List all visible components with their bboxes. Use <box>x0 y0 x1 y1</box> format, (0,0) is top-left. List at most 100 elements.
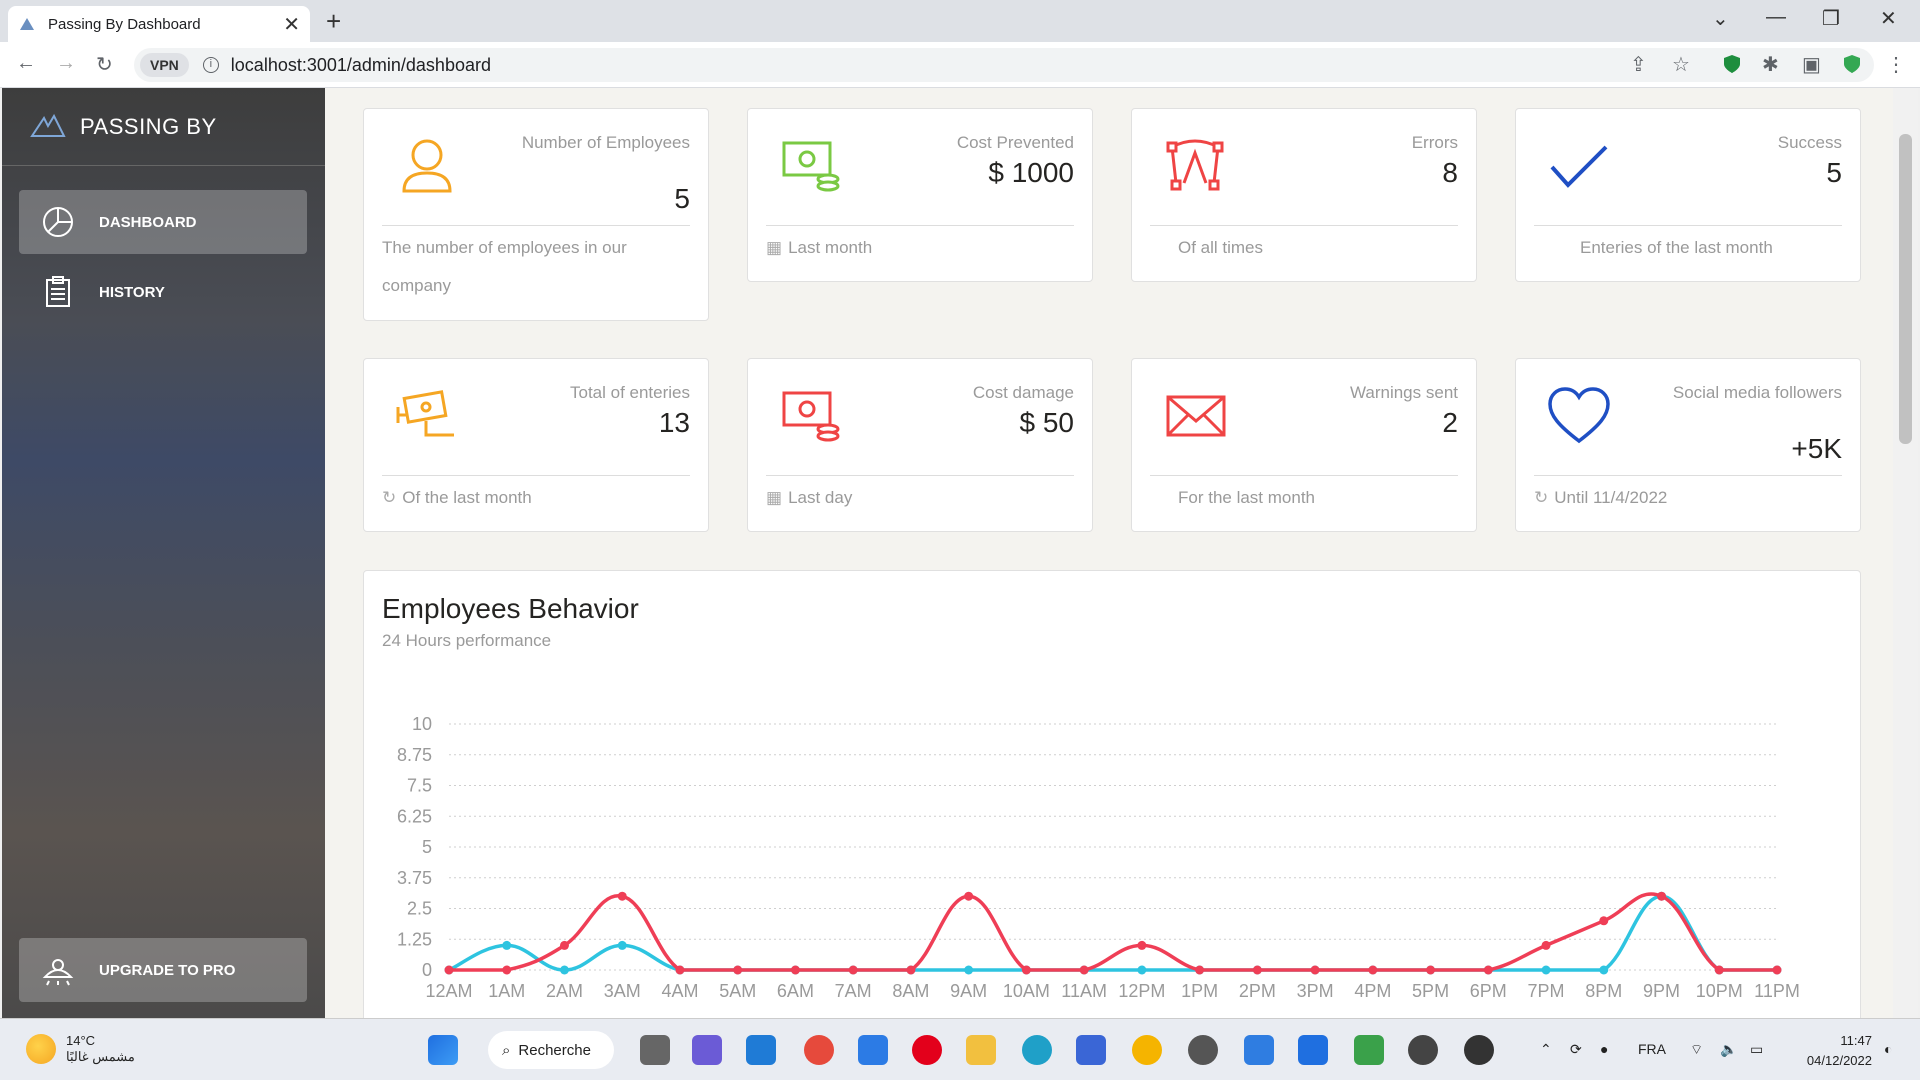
battery-icon[interactable]: ▭ <box>1750 1041 1764 1057</box>
stat-value: $ 1000 <box>988 157 1074 188</box>
chrome-canary-icon[interactable] <box>1132 1035 1162 1065</box>
data-point <box>964 965 974 975</box>
sidebar: PASSING BY DASHBOARD HISTORY UPGRADE TO … <box>2 88 325 1018</box>
x-tick-label: 2PM <box>1239 981 1276 1001</box>
media-player-icon[interactable] <box>1464 1035 1494 1065</box>
new-tab-icon[interactable]: + <box>326 6 342 36</box>
vscode-icon[interactable] <box>746 1035 776 1065</box>
remote-desktop-icon[interactable] <box>1298 1035 1328 1065</box>
brand-name: PASSING BY <box>80 113 217 139</box>
stat-label: Number of Employees <box>521 133 690 152</box>
data-point <box>1252 965 1262 975</box>
close-window-icon[interactable]: ✕ <box>1880 8 1897 30</box>
stat-value: 2 <box>1442 407 1458 438</box>
data-point <box>1483 965 1493 975</box>
spaceship-icon <box>42 959 74 986</box>
series-line-0 <box>448 894 1777 972</box>
x-tick-label: 8AM <box>892 981 929 1001</box>
y-tick-label: 3.75 <box>397 868 432 888</box>
sidepanel-icon[interactable]: ▣ <box>1802 54 1821 76</box>
data-point <box>1541 965 1551 975</box>
stat-value: 13 <box>658 407 690 438</box>
scrollbar-thumb[interactable] <box>1899 134 1912 444</box>
obs-icon[interactable] <box>1408 1035 1438 1065</box>
data-point <box>790 965 800 975</box>
chevron-up-icon[interactable]: ⌃ <box>1540 1041 1552 1057</box>
data-point <box>1772 965 1782 975</box>
chrome-icon[interactable] <box>804 1035 834 1065</box>
windows-start-icon[interactable] <box>428 1035 458 1065</box>
stat-card-social: Social media followers +5K ↻ Until 11/4/2… <box>1515 358 1861 532</box>
share-icon[interactable]: ⇪ <box>1630 54 1647 76</box>
x-tick-label: 4AM <box>661 981 698 1001</box>
pie-chart-icon <box>43 207 73 237</box>
close-tab-icon[interactable]: ✕ <box>283 13 300 36</box>
weather-icon <box>26 1034 56 1064</box>
x-tick-label: 4PM <box>1354 981 1391 1001</box>
star-icon[interactable]: ☆ <box>1672 54 1690 76</box>
stat-card-warnings: Warnings sent 2 For the last month <box>1131 358 1477 532</box>
mail-icon[interactable] <box>858 1035 888 1065</box>
restore-icon[interactable]: ❐ <box>1822 8 1840 30</box>
stat-footer: Of all times <box>1178 238 1264 257</box>
x-tick-label: 5AM <box>719 981 756 1001</box>
info-icon[interactable]: i <box>202 57 219 73</box>
forward-icon[interactable]: → <box>56 52 76 74</box>
stat-label: Errors <box>1411 133 1458 152</box>
volume-icon[interactable]: 🔈 <box>1720 1041 1738 1057</box>
wifi-icon[interactable]: ⌔ <box>1690 1041 1704 1057</box>
taskbar-search[interactable]: ⌕ Recherche <box>488 1031 614 1069</box>
divider <box>1534 225 1842 226</box>
reload-icon[interactable]: ↻ <box>96 54 113 76</box>
x-tick-label: 8PM <box>1585 981 1622 1001</box>
movies-icon[interactable] <box>1244 1035 1274 1065</box>
sidebar-item-history[interactable]: HISTORY <box>19 260 307 324</box>
teams-icon[interactable] <box>692 1035 722 1065</box>
edge-icon[interactable] <box>1022 1035 1052 1065</box>
check-shield-icon[interactable] <box>1842 54 1862 74</box>
minimize-icon[interactable]: — <box>1766 6 1786 28</box>
address-bar[interactable]: VPN i localhost:3001/admin/dashboard <box>134 48 1874 82</box>
divider <box>766 225 1074 226</box>
store-icon[interactable] <box>1076 1035 1106 1065</box>
puzzle-icon[interactable]: ✱ <box>1762 54 1779 76</box>
chart-card: Employees Behavior 24 Hours performance … <box>363 570 1861 1018</box>
menu-icon[interactable]: ⋮ <box>1886 54 1906 76</box>
x-tick-label: 2AM <box>546 981 583 1001</box>
screen-capture-icon[interactable] <box>1354 1035 1384 1065</box>
shield-extension-icon[interactable] <box>1722 54 1742 74</box>
opera-icon[interactable] <box>912 1035 942 1065</box>
language-indicator[interactable]: FRA <box>1638 1041 1666 1057</box>
chevron-down-icon[interactable]: ⌄ <box>1712 8 1729 30</box>
x-tick-label: 7PM <box>1528 981 1565 1001</box>
sidebar-item-dashboard[interactable]: DASHBOARD <box>19 190 307 254</box>
y-tick-label: 10 <box>412 714 432 734</box>
search-label: Recherche <box>518 1041 591 1059</box>
upgrade-button[interactable]: UPGRADE TO PRO <box>19 938 307 1002</box>
chart-title: Employees Behavior <box>382 593 639 624</box>
tray-app-icon[interactable]: ● <box>1600 1041 1609 1057</box>
date: 04/12/2022 <box>1806 1053 1872 1068</box>
stat-card-cost-prevented: Cost Prevented $ 1000 ▦ Last month <box>747 108 1093 282</box>
data-point <box>502 965 512 975</box>
task-view-icon[interactable] <box>640 1035 670 1065</box>
data-point <box>1368 965 1378 975</box>
back-icon[interactable]: ← <box>16 52 36 74</box>
clock[interactable]: 11:47 04/12/2022 <box>1807 1031 1872 1071</box>
stat-footer: For the last month <box>1178 488 1316 507</box>
data-point <box>559 965 569 975</box>
stat-label: Cost Prevented <box>956 133 1074 152</box>
weather-widget[interactable]: 14°C مشمس غالبًا <box>26 1033 135 1065</box>
main-content: Number of Employees 5 The number of empl… <box>325 88 1893 1018</box>
refresh-icon: ↻ <box>382 488 397 507</box>
brand[interactable]: PASSING BY <box>2 88 325 166</box>
sync-icon[interactable]: ⟳ <box>1570 1041 1582 1057</box>
browser-tab[interactable]: Passing By Dashboard ✕ <box>8 6 310 42</box>
github-icon[interactable] <box>1188 1035 1218 1065</box>
file-explorer-icon[interactable] <box>966 1035 996 1065</box>
notification-icon[interactable]: ◐ <box>1884 1041 1893 1057</box>
url-text[interactable]: localhost:3001/admin/dashboard <box>230 54 491 75</box>
scrollbar[interactable] <box>1893 88 1918 1018</box>
favicon-icon <box>20 18 34 30</box>
vpn-badge[interactable]: VPN <box>140 53 189 77</box>
